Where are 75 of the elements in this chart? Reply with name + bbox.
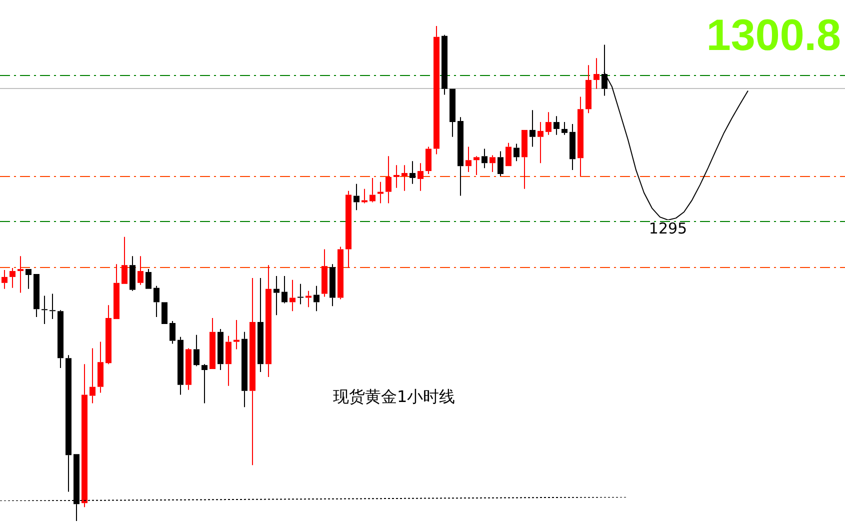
candlestick — [466, 146, 472, 173]
candlestick — [434, 26, 440, 155]
candlestick — [378, 181, 384, 204]
candlestick — [506, 142, 512, 166]
candlestick — [346, 190, 352, 269]
candlestick — [114, 264, 120, 320]
candlestick — [130, 256, 136, 292]
candlestick — [586, 64, 592, 114]
candlestick — [538, 122, 544, 164]
text: 1300.8 — [706, 11, 841, 60]
candlestick — [370, 177, 376, 203]
candlestick — [10, 268, 16, 288]
candlestick — [514, 143, 520, 162]
candlestick — [482, 148, 488, 169]
candlestick — [354, 183, 360, 211]
candlestick — [154, 285, 160, 318]
candlestick — [122, 236, 128, 284]
candlestick — [578, 96, 584, 176]
candlestick — [562, 122, 568, 136]
candlestick — [178, 336, 184, 396]
candlestick — [202, 364, 208, 404]
candlestick — [250, 277, 256, 466]
candlestick — [98, 341, 104, 394]
candlestick — [282, 275, 288, 304]
candlestick — [546, 112, 552, 136]
candlestick — [498, 150, 504, 176]
candlestick — [362, 188, 368, 204]
candlestick — [530, 110, 536, 148]
candlestick — [242, 331, 248, 408]
candlestick — [490, 154, 496, 173]
candlestick — [34, 274, 40, 318]
candlestick — [298, 283, 304, 305]
candlestick — [82, 364, 88, 508]
candlestick — [186, 348, 192, 390]
candlestick — [322, 248, 328, 298]
candlestick — [50, 293, 56, 320]
candlestick — [210, 318, 216, 370]
candlestick — [290, 279, 296, 312]
candlestick — [26, 269, 32, 290]
candlestick — [218, 328, 224, 371]
candlestick — [146, 268, 152, 289]
candlestick — [138, 256, 144, 286]
candlestick — [594, 58, 600, 90]
annotation: 1295 — [648, 219, 688, 238]
candlestick — [170, 320, 176, 344]
candlestick — [274, 275, 280, 316]
candlestick — [570, 124, 576, 171]
candlestick — [522, 130, 528, 190]
candlestick — [474, 156, 480, 176]
candlestick — [42, 295, 48, 324]
candlestick — [426, 146, 432, 175]
candlestick — [458, 116, 464, 196]
candlestick — [58, 310, 64, 369]
candlestick — [314, 285, 320, 312]
candlestick — [90, 348, 96, 404]
candlestick — [306, 290, 312, 308]
candlestick — [18, 256, 24, 294]
candlestick — [106, 304, 112, 365]
candlestick — [442, 34, 448, 96]
candlestick — [402, 164, 408, 192]
candlestick — [330, 264, 336, 307]
candlestick — [450, 88, 456, 138]
candlestick — [554, 116, 560, 136]
candlestick — [66, 354, 72, 492]
candlestick — [234, 320, 240, 350]
candlestick — [258, 277, 264, 373]
annotation: 现货黄金1小时线 — [333, 387, 456, 406]
candlestick — [226, 335, 232, 386]
candlestick — [418, 162, 424, 192]
candlestick — [410, 160, 416, 184]
candlestick — [194, 334, 200, 367]
candlestick — [2, 270, 8, 290]
candlestick — [394, 164, 400, 188]
candlestick — [266, 264, 272, 378]
candlestick — [386, 156, 392, 204]
